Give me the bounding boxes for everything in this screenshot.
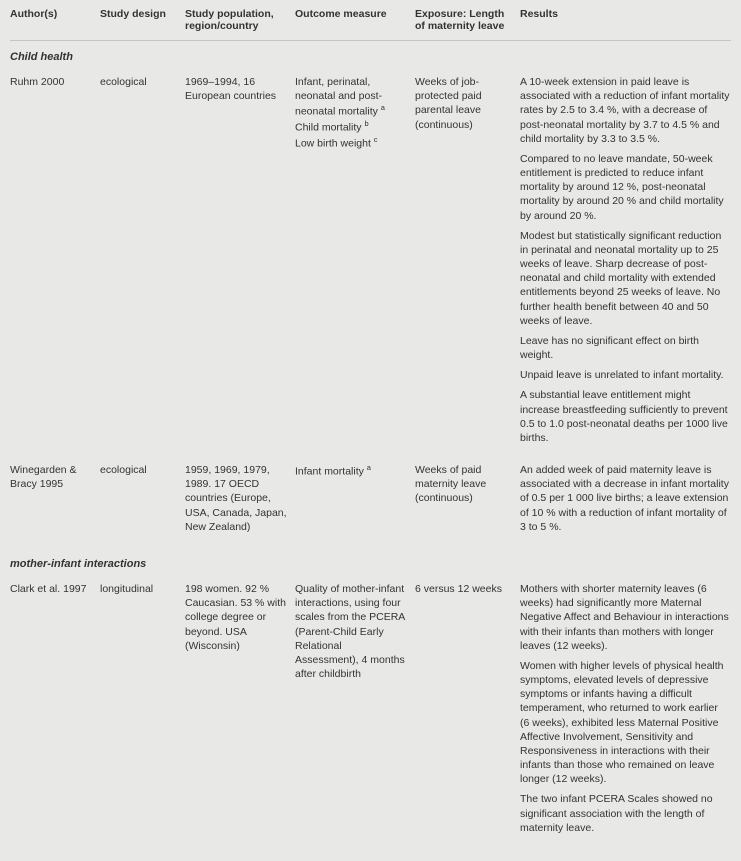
outcome-line: Child mortality b <box>295 119 407 135</box>
results-paragraph: The two infant PCERA Scales showed no si… <box>520 792 730 835</box>
outcome-text: Infant mortality <box>295 466 367 478</box>
footnote-sup: a <box>381 103 385 112</box>
outcome-line: Infant, perinatal, neonatal and post-neo… <box>295 75 407 119</box>
outcome-text: Low birth weight <box>295 137 374 149</box>
col-header-outcome: Outcome measure <box>295 8 415 32</box>
results-paragraph: Women with higher levels of physical hea… <box>520 659 730 787</box>
results-paragraph: A 10-week extension in paid leave is ass… <box>520 75 730 146</box>
cell-population: 198 women. 92 % Caucasian. 53 % with col… <box>185 582 295 835</box>
cell-author: Winegarden & Bracy 1995 <box>10 463 100 534</box>
col-header-exposure: Exposure: Length of maternity leave <box>415 8 520 32</box>
results-paragraph: Compared to no leave mandate, 50-week en… <box>520 152 730 223</box>
outcome-text: Quality of mother-infant interactions, u… <box>295 583 405 680</box>
col-header-population: Study population, region/country <box>185 8 295 32</box>
table-row: Ruhm 2000ecological1969–1994, 16 Europea… <box>10 71 731 459</box>
footnote-sup: c <box>374 135 378 144</box>
results-paragraph: Modest but statistically significant red… <box>520 229 730 328</box>
cell-results: A 10-week extension in paid leave is ass… <box>520 75 730 445</box>
table-header-row: Author(s) Study design Study population,… <box>10 8 731 41</box>
study-table: Author(s) Study design Study population,… <box>0 0 741 861</box>
footnote-sup: a <box>367 463 371 472</box>
section-title: Child health <box>10 41 731 71</box>
section-title: mother-infant interactions <box>10 548 731 578</box>
cell-exposure: Weeks of paid maternity leave (continuou… <box>415 463 520 534</box>
results-paragraph: A substantial leave entitlement might in… <box>520 388 730 445</box>
col-header-design: Study design <box>100 8 185 32</box>
cell-outcome: Infant, perinatal, neonatal and post-neo… <box>295 75 415 445</box>
col-header-author: Author(s) <box>10 8 100 32</box>
cell-outcome: Quality of mother-infant interactions, u… <box>295 582 415 835</box>
results-paragraph: Mothers with shorter maternity leaves (6… <box>520 582 730 653</box>
results-paragraph: Unpaid leave is unrelated to infant mort… <box>520 368 730 382</box>
outcome-line: Low birth weight c <box>295 135 407 151</box>
results-paragraph: An added week of paid maternity leave is… <box>520 463 730 534</box>
outcome-text: Infant, perinatal, neonatal and post-neo… <box>295 76 382 118</box>
outcome-line: Infant mortality a <box>295 463 407 479</box>
cell-population: 1969–1994, 16 European countries <box>185 75 295 445</box>
cell-exposure: 6 versus 12 weeks <box>415 582 520 835</box>
table-row: Clark et al. 1997longitudinal198 women. … <box>10 578 731 849</box>
cell-population: 1959, 1969, 1979, 1989. 17 OECD countrie… <box>185 463 295 534</box>
outcome-text: Child mortality <box>295 122 364 134</box>
cell-design: longitudinal <box>100 582 185 835</box>
col-header-results: Results <box>520 8 730 32</box>
cell-design: ecological <box>100 463 185 534</box>
cell-results: An added week of paid maternity leave is… <box>520 463 730 534</box>
outcome-line: Quality of mother-infant interactions, u… <box>295 582 407 681</box>
cell-design: ecological <box>100 75 185 445</box>
cell-outcome: Infant mortality a <box>295 463 415 534</box>
cell-author: Clark et al. 1997 <box>10 582 100 835</box>
results-paragraph: Leave has no significant effect on birth… <box>520 334 730 362</box>
footnote-sup: b <box>364 119 368 128</box>
table-row: Winegarden & Bracy 1995ecological1959, 1… <box>10 459 731 548</box>
cell-exposure: Weeks of job-protected paid parental lea… <box>415 75 520 445</box>
cell-author: Ruhm 2000 <box>10 75 100 445</box>
cell-results: Mothers with shorter maternity leaves (6… <box>520 582 730 835</box>
table-body: Child healthRuhm 2000ecological1969–1994… <box>10 41 731 849</box>
